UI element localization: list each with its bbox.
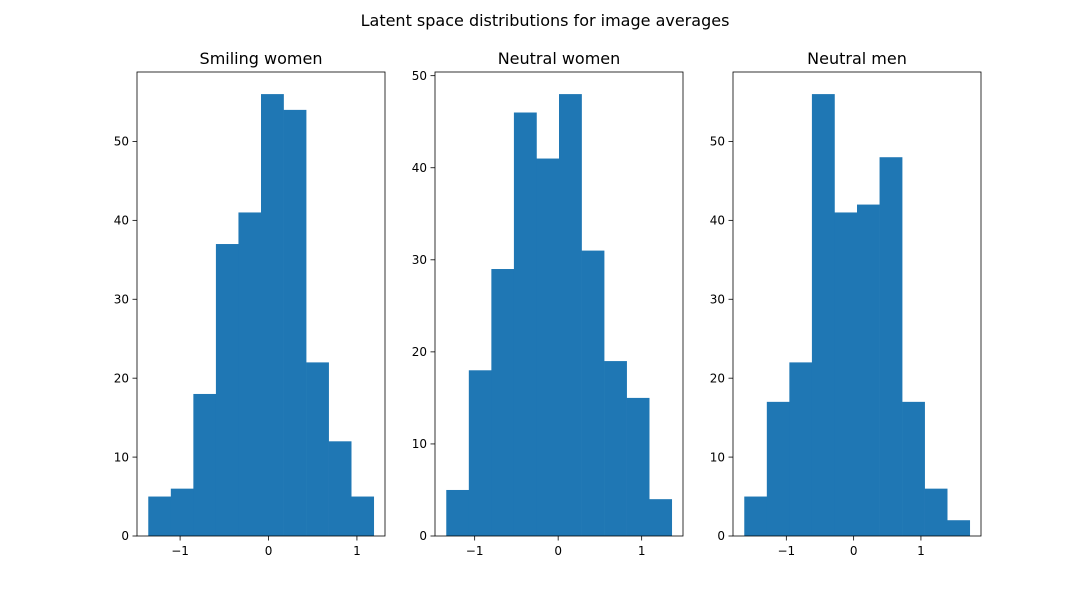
- y-tick-label: 10: [710, 450, 725, 464]
- histogram-bar: [789, 362, 813, 536]
- histogram-bar: [834, 212, 858, 536]
- y-tick-label: 50: [412, 69, 427, 83]
- y-tick-label: 30: [114, 292, 129, 306]
- y-tick-label: 30: [412, 253, 427, 267]
- histogram-bar: [947, 520, 971, 536]
- y-tick-label: 20: [412, 345, 427, 359]
- x-tick-label: −1: [466, 544, 484, 558]
- y-tick-label: 0: [419, 529, 427, 543]
- y-tick-label: 40: [412, 161, 427, 175]
- x-tick-label: 1: [353, 544, 361, 558]
- x-tick-label: −1: [777, 544, 795, 558]
- x-tick-label: 0: [265, 544, 273, 558]
- x-tick-label: 0: [554, 544, 562, 558]
- histogram-bar: [328, 441, 352, 536]
- y-tick-label: 10: [114, 450, 129, 464]
- histogram-bar: [744, 496, 768, 536]
- histogram-bar: [193, 393, 217, 536]
- histogram-bar: [902, 401, 925, 536]
- histogram-bar: [811, 94, 835, 536]
- y-tick-label: 50: [114, 135, 129, 149]
- histogram-bar: [879, 157, 903, 536]
- x-tick-label: −1: [171, 544, 189, 558]
- subplot-title: Neutral men: [807, 49, 907, 68]
- histogram-bar: [924, 488, 948, 536]
- histogram-bar: [468, 370, 492, 536]
- y-tick-label: 40: [710, 214, 725, 228]
- histogram-bar: [559, 94, 582, 536]
- y-tick-label: 0: [121, 529, 129, 543]
- histogram-bar: [491, 269, 515, 536]
- histogram-bar: [170, 488, 194, 536]
- histogram-bar: [766, 401, 790, 536]
- x-tick-label: 1: [917, 544, 925, 558]
- y-tick-label: 50: [710, 135, 725, 149]
- histogram-bar: [536, 158, 560, 537]
- histogram-bar: [306, 362, 329, 536]
- figure-suptitle: Latent space distributions for image ave…: [361, 11, 730, 30]
- histogram-bar: [215, 244, 239, 536]
- histogram-bar: [283, 109, 307, 536]
- axes-frame: [434, 71, 684, 537]
- histogram-bar: [238, 212, 262, 536]
- x-tick-label: 1: [638, 544, 646, 558]
- axes-frame: [732, 71, 982, 537]
- y-tick-label: 10: [412, 437, 427, 451]
- subplot-title: Neutral women: [498, 49, 621, 68]
- histogram-bar: [626, 397, 650, 536]
- histogram-bar: [513, 112, 537, 536]
- histogram-bar: [351, 496, 375, 536]
- histogram-bar: [148, 496, 172, 536]
- histogram-bar: [649, 499, 673, 536]
- histogram-bar: [446, 489, 470, 536]
- histogram-bar: [261, 94, 284, 536]
- histogram-bar: [857, 204, 880, 536]
- y-tick-label: 0: [717, 529, 725, 543]
- axes-frame: [136, 71, 386, 537]
- y-tick-label: 20: [710, 371, 725, 385]
- histogram-bar: [581, 250, 605, 536]
- y-tick-label: 20: [114, 371, 129, 385]
- histogram-bar: [604, 361, 627, 536]
- x-tick-label: 0: [850, 544, 858, 558]
- y-tick-label: 30: [710, 292, 725, 306]
- y-tick-label: 40: [114, 214, 129, 228]
- subplot-title: Smiling women: [200, 49, 323, 68]
